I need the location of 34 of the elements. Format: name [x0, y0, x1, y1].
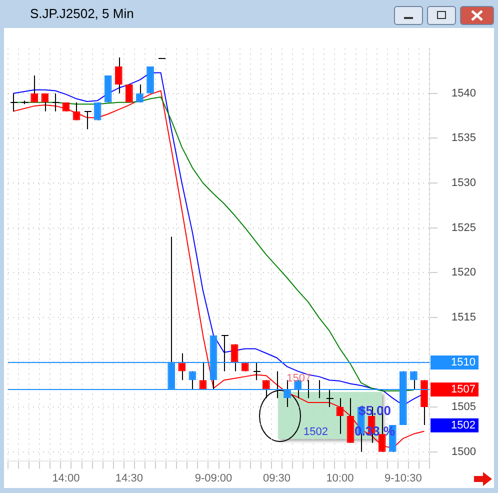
candlestick	[326, 388, 334, 408]
text: 1502	[451, 419, 476, 432]
candlestick	[30, 74, 38, 103]
candlestick	[84, 110, 92, 130]
annotation: 1502	[303, 426, 328, 438]
candlestick	[199, 362, 207, 390]
y-tick-label: 1520	[452, 266, 476, 279]
y-tick-label: 1515	[452, 311, 476, 324]
candlestick	[336, 398, 344, 434]
candlestick	[230, 344, 238, 372]
x-tick-label: 10:00	[326, 472, 354, 484]
candlestick	[178, 352, 186, 381]
y-tick-label: 1505	[452, 401, 476, 414]
annotation: 1507	[286, 372, 312, 384]
y-tick-label: 1525	[452, 222, 476, 234]
x-tick-label: 09:30	[262, 472, 290, 484]
x-tick-label: 9-09:00	[194, 472, 232, 484]
candlestick	[52, 92, 60, 112]
candlestick	[41, 92, 49, 112]
y-tick-label: 1500	[452, 446, 476, 458]
x-tick-label: 9-10:30	[384, 472, 422, 484]
x-tick-label: 14:00	[52, 472, 80, 484]
chart-title: S.JP.J2502, 5 Min	[30, 6, 134, 21]
y-tick-label: 1535	[452, 132, 476, 144]
candlestick	[10, 92, 18, 112]
candlestick	[253, 362, 261, 381]
x-tick-label: 14:30	[115, 472, 143, 484]
candlestick	[136, 84, 144, 103]
y-tick-label: 1530	[452, 177, 476, 190]
ref-line-label: 1507	[451, 384, 476, 396]
candlestick	[114, 57, 122, 94]
candlestick	[221, 334, 229, 372]
y-tick-label: 1540	[452, 87, 476, 100]
candlestick	[72, 102, 80, 121]
